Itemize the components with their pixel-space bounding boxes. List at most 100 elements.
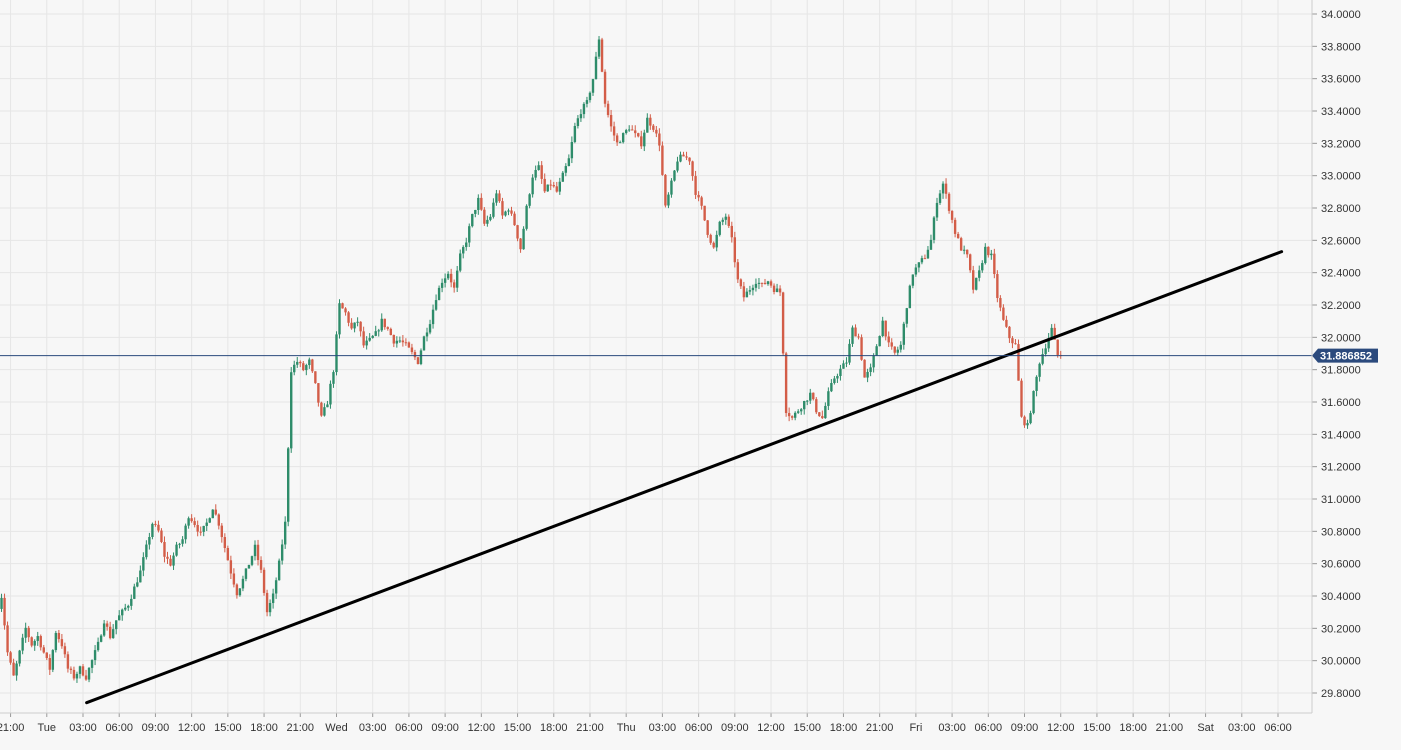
x-tick-label: 03:00: [938, 722, 966, 734]
candle-body: [338, 303, 341, 335]
candle-body: [640, 136, 643, 147]
x-tick-label: 18:00: [1119, 722, 1147, 734]
candle-body: [552, 184, 555, 187]
candle-body: [676, 161, 679, 171]
y-tick-label: 34.0000: [1321, 9, 1361, 21]
candle-body: [516, 225, 519, 239]
candle-body: [247, 564, 251, 569]
candle-body: [848, 343, 851, 363]
trendline-layer[interactable]: [85, 250, 1284, 705]
candle-body: [809, 392, 812, 401]
trendline[interactable]: [85, 250, 1284, 705]
candle-body: [118, 615, 121, 621]
candle-body: [81, 666, 85, 676]
candle-body: [187, 518, 190, 526]
y-tick-label: 31.8000: [1321, 365, 1361, 377]
candle-body: [984, 246, 987, 264]
candle-body: [549, 184, 552, 186]
candle-body: [290, 372, 293, 449]
candle-body: [477, 197, 480, 210]
candle-body: [374, 331, 377, 336]
candle-body: [486, 219, 489, 224]
candle-body: [972, 270, 975, 290]
candle-body: [299, 361, 302, 364]
candle-body: [446, 273, 450, 279]
candle-body: [603, 71, 607, 104]
candle-body: [250, 556, 254, 565]
candle-body: [851, 327, 854, 344]
candle-body: [395, 340, 399, 344]
candle-body: [872, 355, 875, 368]
x-tick-label: Sat: [1197, 722, 1214, 734]
candle-body: [652, 125, 655, 130]
candle-body: [359, 321, 362, 332]
candle-body: [866, 371, 869, 378]
candle-body: [929, 239, 933, 250]
x-tick-label: 18:00: [830, 722, 858, 734]
candle-body: [287, 448, 290, 522]
candle-body: [996, 274, 999, 299]
candle-body: [950, 210, 954, 220]
candle-body: [833, 378, 836, 383]
candle-body: [1014, 343, 1017, 345]
candle-body: [935, 202, 939, 218]
candle-body: [525, 205, 528, 229]
candle-body: [760, 282, 764, 284]
candle-body: [410, 347, 414, 353]
candle-body: [887, 336, 890, 343]
candle-body: [178, 543, 181, 545]
y-tick-label: 32.6000: [1321, 235, 1361, 247]
y-tick-label: 32.4000: [1321, 268, 1361, 280]
candle-body: [881, 320, 884, 336]
candle-body: [63, 646, 67, 655]
y-tick-label: 33.2000: [1321, 138, 1361, 150]
candle-body: [1005, 319, 1008, 327]
x-tick-label: 03:00: [1228, 722, 1256, 734]
candle-body: [854, 327, 857, 337]
candle-body: [646, 117, 649, 133]
candle-body: [111, 629, 115, 639]
candle-body: [594, 56, 598, 80]
candle-body: [899, 344, 902, 350]
candle-body: [981, 263, 984, 271]
y-tick-label: 30.0000: [1321, 656, 1361, 668]
candle-body: [214, 509, 217, 515]
candle-body: [975, 277, 978, 290]
candle-body: [36, 636, 39, 641]
x-tick-label: 21:00: [576, 722, 604, 734]
candle-body: [787, 413, 791, 417]
candle-body: [498, 193, 501, 202]
candle-body: [564, 166, 568, 173]
candle-body: [6, 625, 9, 653]
candle-body: [419, 350, 423, 365]
candle-body: [615, 135, 619, 143]
candle-body: [78, 666, 82, 674]
candle-body: [124, 607, 127, 610]
candle-body: [932, 217, 936, 240]
candle-body: [658, 133, 661, 146]
candle-body: [959, 238, 963, 251]
x-tick-label: 18:00: [250, 722, 278, 734]
x-tick-label: 09:00: [431, 722, 459, 734]
candle-body: [600, 39, 604, 72]
candle-body: [277, 560, 281, 581]
candle-body: [606, 103, 610, 116]
candle-body: [468, 226, 471, 243]
x-tick-label: 09:00: [142, 722, 170, 734]
candle-body: [519, 238, 522, 250]
x-tick-label: 06:00: [685, 722, 713, 734]
candle-body: [700, 197, 703, 206]
candle-body: [190, 518, 193, 522]
candle-body: [721, 219, 724, 222]
candle-body: [51, 650, 55, 670]
candle-body: [953, 219, 957, 234]
candle-body: [706, 220, 709, 235]
x-tick-label: 12:00: [1047, 722, 1075, 734]
candle-body: [649, 117, 652, 126]
candle-body: [576, 118, 580, 127]
candle-body: [54, 632, 58, 651]
candle-body: [691, 161, 694, 177]
candle-body: [437, 287, 441, 301]
